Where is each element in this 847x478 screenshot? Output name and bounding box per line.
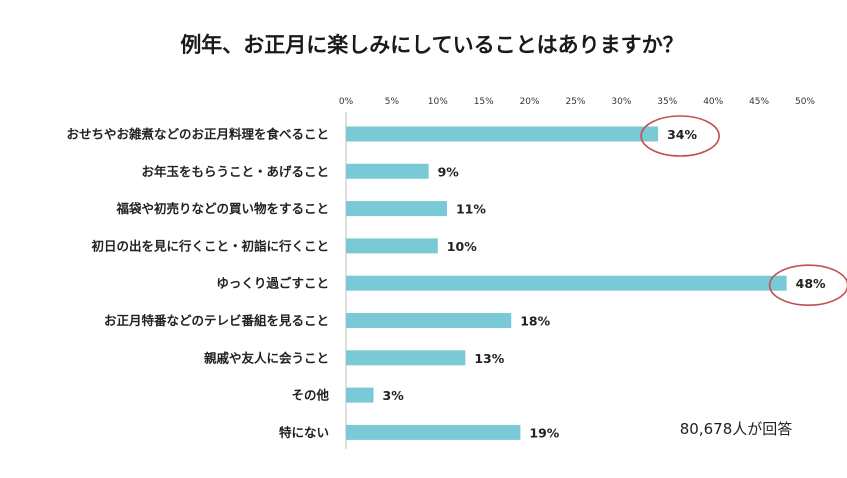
bar bbox=[346, 238, 438, 254]
data-label: 10% bbox=[447, 239, 477, 254]
x-tick-label: 45% bbox=[749, 97, 769, 107]
x-axis-ticks: 0% 5% 10% 15% 20% 25% 30% 35% 40% 45% 50% bbox=[339, 97, 815, 449]
bar bbox=[346, 387, 374, 403]
x-tick-label: 5% bbox=[385, 97, 400, 107]
category-label: 特にない bbox=[279, 425, 329, 440]
data-label: 19% bbox=[529, 425, 559, 440]
bar bbox=[346, 126, 659, 142]
category-labels: おせちやお雑煮などのお正月料理を食べることお年玉をもらうこと・あげること福袋や初… bbox=[66, 127, 329, 440]
bar bbox=[346, 163, 429, 179]
data-label: 13% bbox=[474, 351, 504, 366]
x-tick-label: 20% bbox=[520, 97, 540, 107]
data-label: 18% bbox=[520, 314, 550, 329]
bars bbox=[346, 126, 787, 440]
category-label: おせちやお雑煮などのお正月料理を食べること bbox=[66, 127, 329, 142]
bar bbox=[346, 424, 521, 440]
category-label: 親戚や友人に会うこと bbox=[204, 350, 329, 365]
category-label: 福袋や初売りなどの買い物をすること bbox=[115, 201, 329, 216]
x-tick-label: 50% bbox=[795, 97, 815, 107]
respondent-count-note: 80,678人が回答 bbox=[680, 420, 793, 438]
highlight-marks bbox=[640, 115, 847, 306]
highlight-circle bbox=[640, 115, 720, 157]
data-label: 9% bbox=[438, 164, 460, 179]
data-label: 11% bbox=[456, 202, 486, 217]
highlight-circle bbox=[768, 264, 847, 306]
category-label: お正月特番などのテレビ番組を見ること bbox=[104, 313, 329, 328]
x-tick-label: 40% bbox=[703, 97, 723, 107]
data-label: 3% bbox=[383, 388, 405, 403]
data-label: 34% bbox=[667, 127, 697, 142]
x-tick-label: 10% bbox=[428, 97, 448, 107]
category-label: お年玉をもらうこと・あげること bbox=[141, 164, 329, 179]
category-label: 初日の出を見に行くこと・初詣に行くこと bbox=[91, 238, 329, 253]
category-label: ゆっくり過ごすこと bbox=[216, 276, 329, 291]
x-tick-label: 0% bbox=[339, 97, 354, 107]
x-tick-label: 30% bbox=[611, 97, 631, 107]
bar bbox=[346, 275, 787, 291]
x-tick-label: 25% bbox=[565, 97, 585, 107]
chart-title: 例年、お正月に楽しみにしていることはありますか？ bbox=[180, 33, 683, 57]
bar bbox=[346, 201, 447, 217]
bar bbox=[346, 313, 512, 328]
x-tick-label: 15% bbox=[474, 97, 494, 107]
data-label: 48% bbox=[796, 276, 826, 291]
x-tick-label: 35% bbox=[657, 97, 677, 107]
bar bbox=[346, 350, 466, 366]
value-labels: 34% 9% 11% 10% 48% 18% 13% 3% 19% bbox=[383, 127, 826, 440]
category-label: その他 bbox=[291, 388, 329, 403]
